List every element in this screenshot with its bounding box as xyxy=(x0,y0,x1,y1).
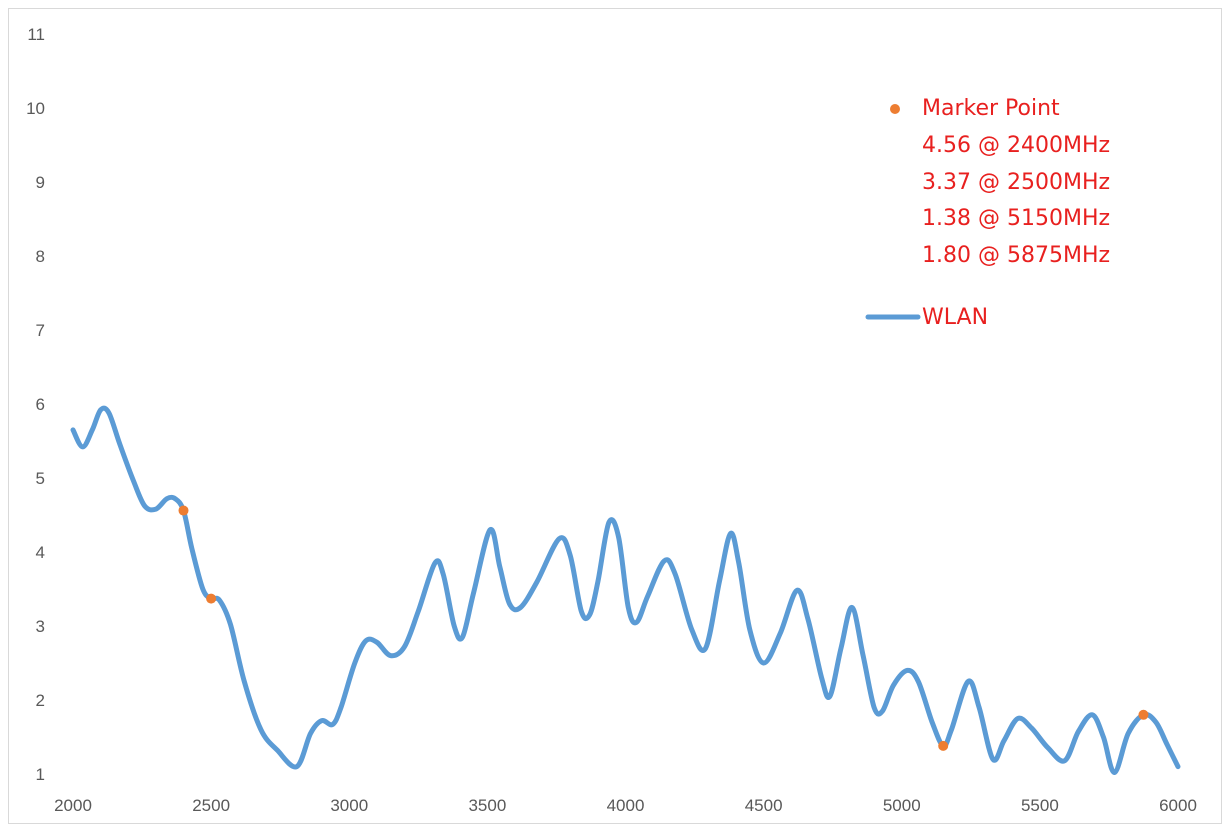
x-tick-label: 6000 xyxy=(1159,796,1197,815)
x-tick-label: 5500 xyxy=(1021,796,1059,815)
legend-marker-line-2: 3.37 @ 2500MHz xyxy=(922,170,1110,195)
y-tick-label: 10 xyxy=(26,99,45,118)
y-tick-label: 5 xyxy=(36,469,45,488)
marker-point xyxy=(938,740,949,751)
x-tick-label: 3500 xyxy=(468,796,506,815)
y-axis-ticks: 1 2 3 4 5 6 7 8 9 10 11 xyxy=(26,25,45,784)
marker-point xyxy=(178,505,189,516)
x-tick-label: 4000 xyxy=(607,796,645,815)
y-tick-label: 8 xyxy=(36,247,45,266)
y-tick-label: 3 xyxy=(36,617,45,636)
legend-marker-label: Marker Point xyxy=(922,96,1060,121)
legend-line-label: WLAN xyxy=(922,305,988,330)
y-tick-label: 6 xyxy=(36,395,45,414)
legend-marker-dot xyxy=(890,104,900,114)
legend-marker-line-1: 4.56 @ 2400MHz xyxy=(922,133,1110,158)
marker-point xyxy=(1138,709,1149,720)
y-tick-label: 4 xyxy=(36,543,45,562)
y-tick-label: 9 xyxy=(36,173,45,192)
legend-marker-line-3: 1.38 @ 5150MHz xyxy=(922,206,1110,231)
marker-point xyxy=(206,593,217,604)
y-tick-label: 7 xyxy=(36,321,45,340)
x-axis-ticks: 2000 2500 3000 3500 4000 4500 5000 5500 6000 xyxy=(54,796,1197,815)
legend-marker-line-4: 1.80 @ 5875MHz xyxy=(922,243,1110,268)
x-tick-label: 4500 xyxy=(745,796,783,815)
y-tick-label: 2 xyxy=(36,691,45,710)
x-tick-label: 2000 xyxy=(54,796,92,815)
x-tick-label: 2500 xyxy=(192,796,230,815)
wlan-series-line xyxy=(70,405,1181,776)
x-tick-label: 3000 xyxy=(330,796,368,815)
marker-points xyxy=(178,505,1149,751)
legend: Marker Point 4.56 @ 2400MHz 3.37 @ 2500M… xyxy=(865,96,1110,330)
x-tick-label: 5000 xyxy=(883,796,921,815)
y-tick-label: 1 xyxy=(36,765,45,784)
chart-frame xyxy=(8,8,1222,824)
y-tick-label: 11 xyxy=(27,25,45,44)
